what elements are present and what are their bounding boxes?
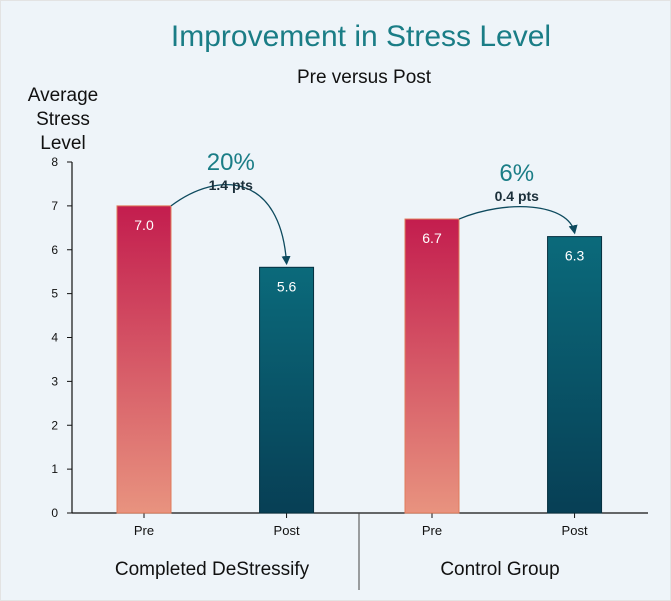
y-tick-label: 8 bbox=[51, 155, 58, 169]
bar-post bbox=[259, 266, 315, 514]
bar-pre bbox=[116, 205, 172, 514]
y-tick-label: 3 bbox=[51, 374, 58, 388]
bar-value-label: 7.0 bbox=[134, 217, 154, 233]
bar-value-label: 6.7 bbox=[422, 230, 442, 246]
chart-title: Improvement in Stress Level bbox=[171, 20, 551, 53]
change-arrow bbox=[170, 184, 291, 266]
bar-post bbox=[547, 236, 603, 514]
y-axis-label-line-2: Stress bbox=[36, 109, 90, 130]
y-tick-label: 4 bbox=[51, 331, 58, 345]
bar-pre bbox=[404, 218, 460, 514]
bar-value-label: 5.6 bbox=[277, 278, 297, 294]
change-annotations: 20%1.4 pts 6%0.4 pts bbox=[170, 149, 578, 266]
group-label: Control Group bbox=[440, 559, 559, 580]
category-label: Post bbox=[274, 523, 300, 538]
y-tick-label: 7 bbox=[51, 199, 58, 213]
chart-subtitle: Pre versus Post bbox=[297, 67, 432, 88]
y-axis-label-line-3: Level bbox=[40, 133, 85, 154]
change-points-label: 0.4 pts bbox=[495, 188, 540, 204]
bars: 7.0 5.6 6.7 6.3 bbox=[116, 205, 603, 514]
y-tick-label: 0 bbox=[51, 506, 58, 520]
change-percent-label: 20% bbox=[207, 149, 255, 176]
y-axis-label-line-1: Average bbox=[28, 85, 98, 106]
category-label: Post bbox=[562, 523, 588, 538]
y-tick-label: 1 bbox=[51, 462, 58, 476]
category-label: Pre bbox=[422, 523, 442, 538]
change-percent-label: 6% bbox=[499, 160, 534, 187]
y-tick-label: 6 bbox=[51, 243, 58, 257]
y-tick-label: 2 bbox=[51, 418, 58, 432]
y-tick-label: 5 bbox=[51, 287, 58, 301]
bar-value-label: 6.3 bbox=[565, 248, 585, 264]
group-label: Completed DeStressify bbox=[115, 559, 310, 580]
change-points-label: 1.4 pts bbox=[209, 177, 254, 193]
category-label: Pre bbox=[134, 523, 154, 538]
change-arrow bbox=[458, 206, 578, 235]
